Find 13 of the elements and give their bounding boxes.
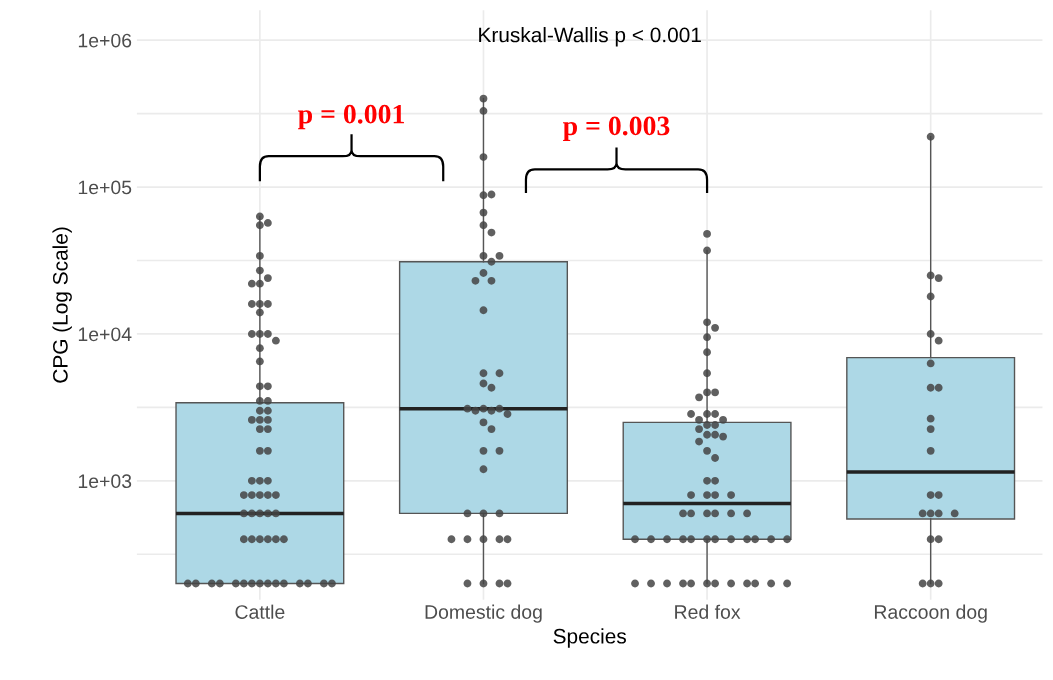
x-tick-label: Cattle [235, 604, 285, 619]
y-axis-title: CPG (Log Scale) [52, 227, 72, 383]
y-tick-label: 1e+04 [78, 327, 132, 342]
y-tick-label: 1e+05 [78, 180, 132, 195]
x-tick-label: Red fox [675, 604, 741, 619]
y-tick-label: 1e+03 [78, 474, 132, 489]
x-tick-label: Raccoon dog [874, 604, 987, 623]
x-tick-label: Domestic dog [425, 604, 542, 623]
x-axis-title: Species [553, 628, 626, 648]
annotation: p = 0.001 [298, 104, 404, 130]
annotation: Kruskal-Wallis p < 0.001 [479, 27, 701, 47]
y-tick-label: 1e+06 [78, 33, 132, 48]
annotation: p = 0.003 [563, 116, 670, 141]
